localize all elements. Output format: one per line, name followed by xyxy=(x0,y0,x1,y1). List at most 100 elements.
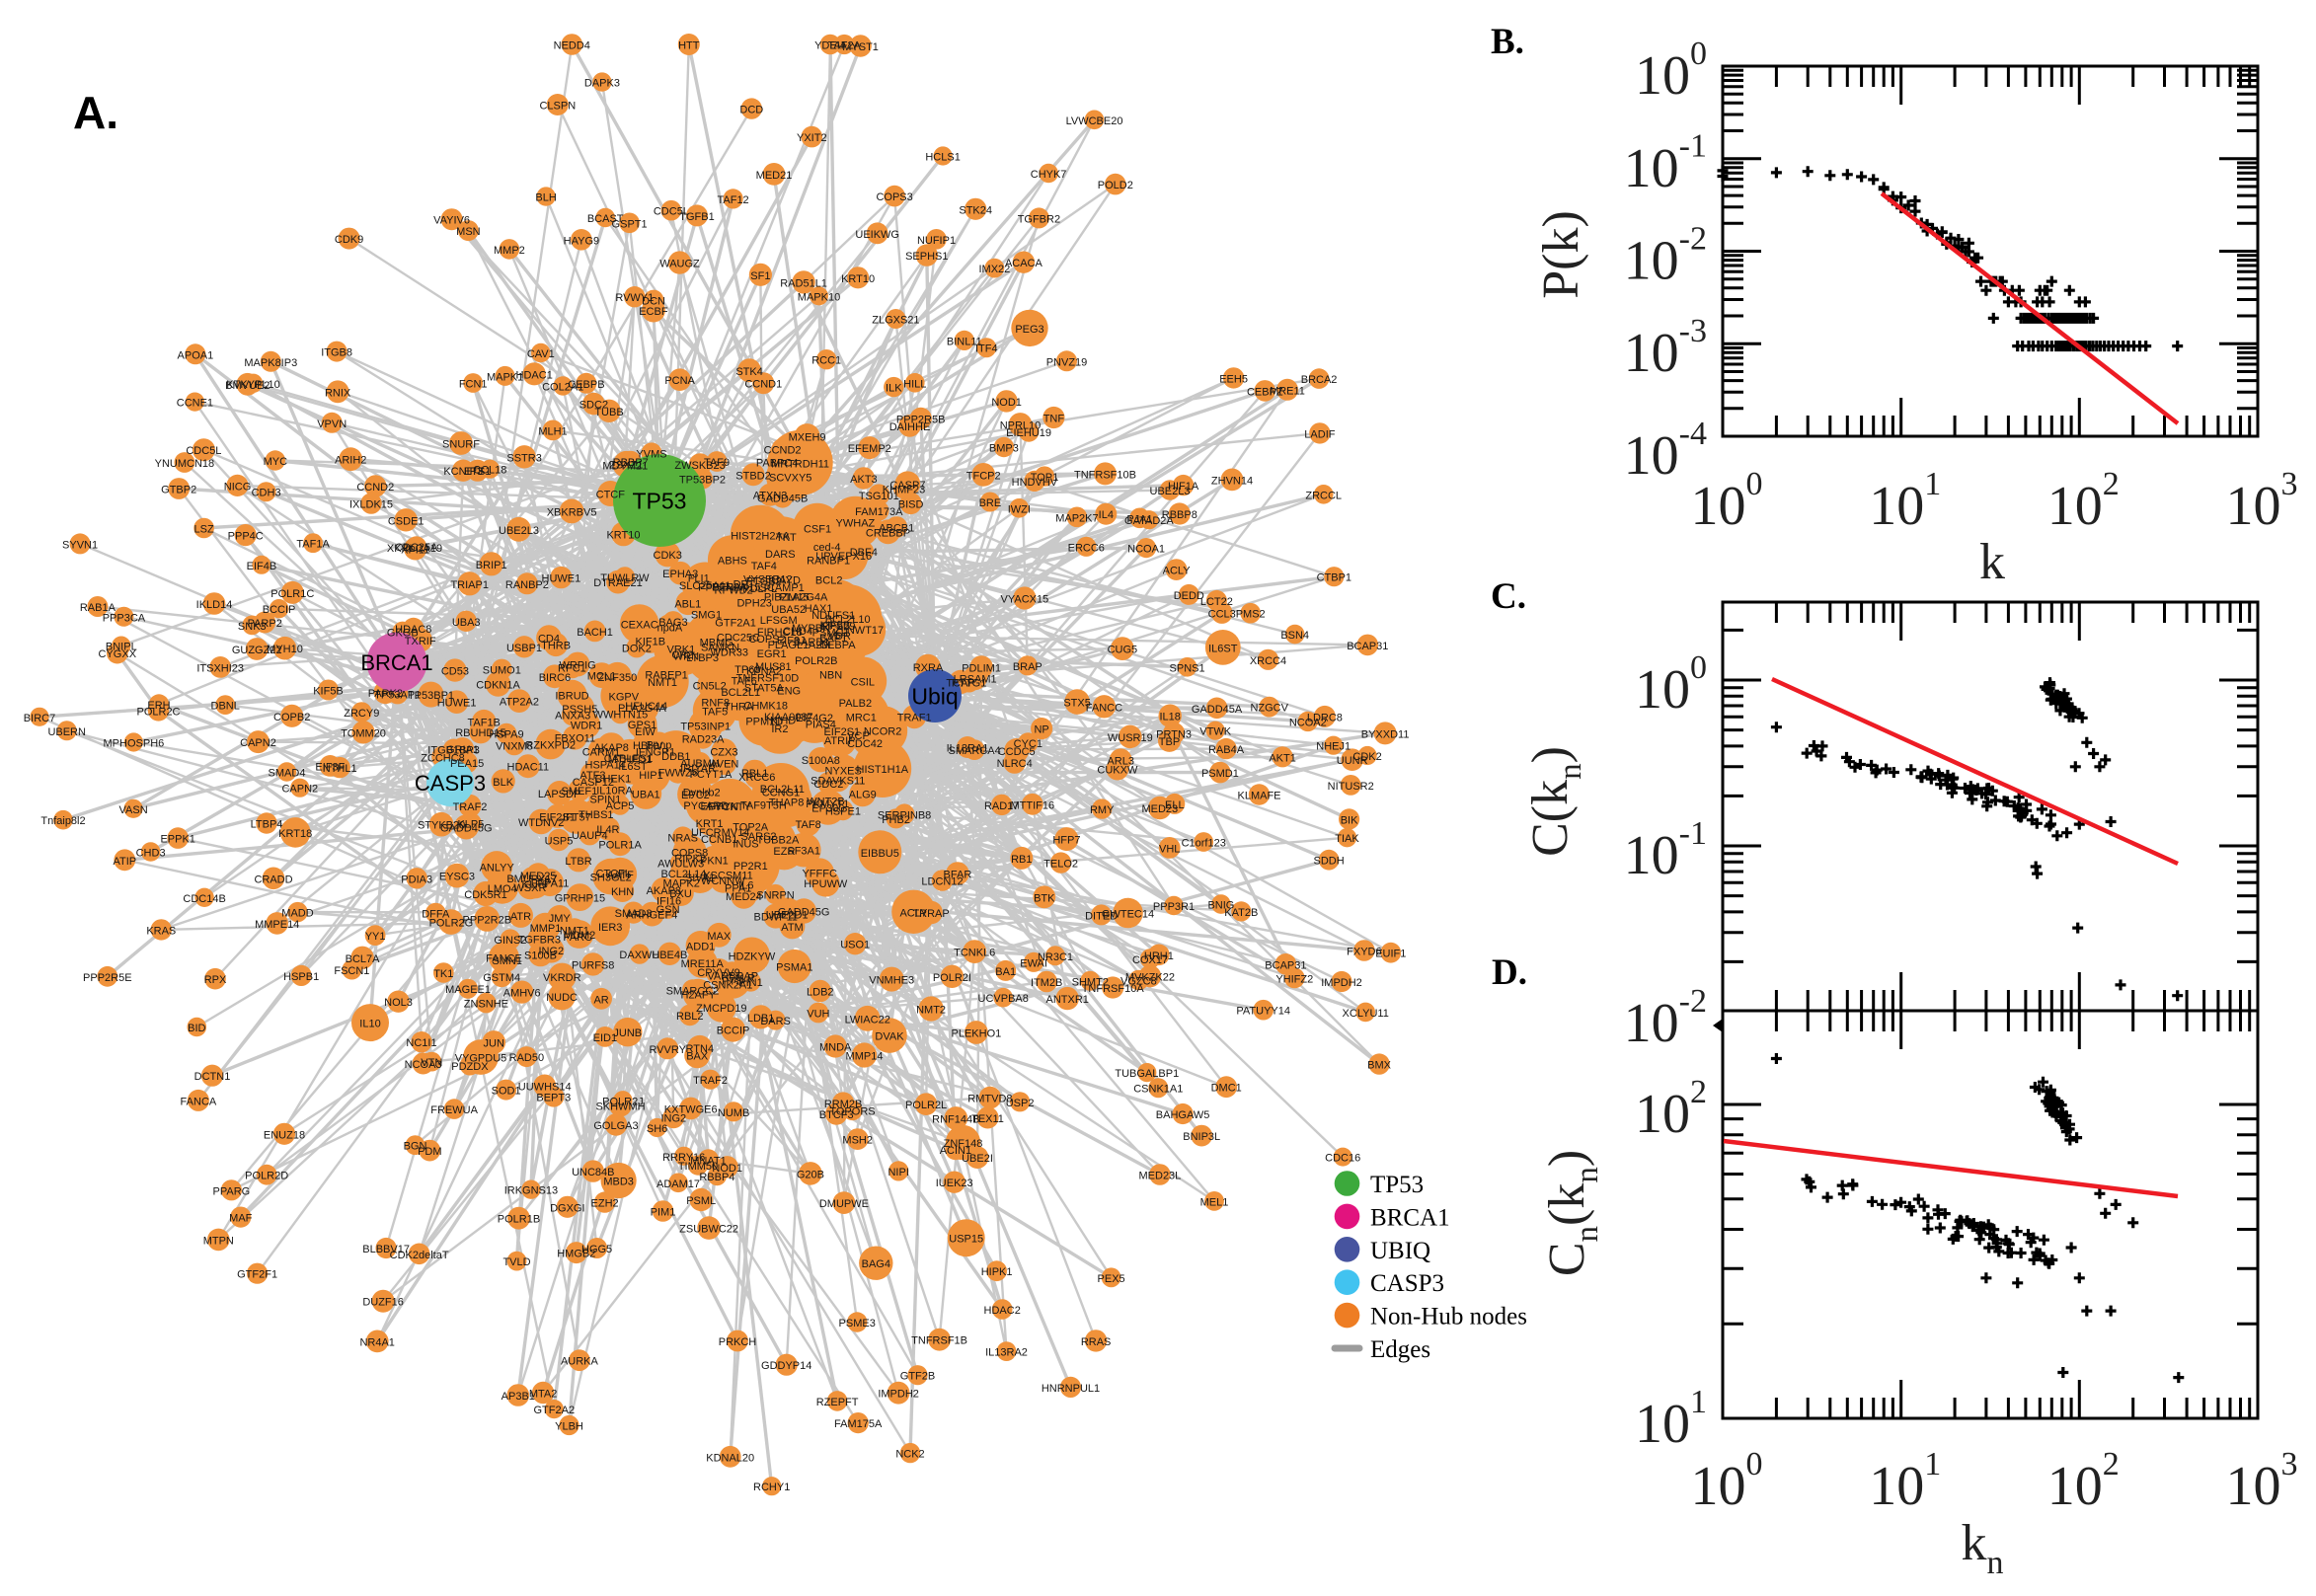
svg-text:WCNNW: WCNNW xyxy=(701,875,745,887)
svg-text:C1orf123: C1orf123 xyxy=(1182,838,1226,850)
svg-text:PPP2R2B: PPP2R2B xyxy=(463,914,512,926)
svg-text:MAPK1: MAPK1 xyxy=(487,371,523,383)
svg-text:GADD45G: GADD45G xyxy=(440,822,493,834)
svg-text:KRAS: KRAS xyxy=(146,925,176,937)
svg-text:SH3GL2: SH3GL2 xyxy=(590,873,632,884)
svg-text:FAM175A: FAM175A xyxy=(834,1418,883,1430)
svg-text:VAYIV6: VAYIV6 xyxy=(433,215,470,227)
svg-text:BISD: BISD xyxy=(898,499,924,511)
svg-text:IUAYD: IUAYD xyxy=(768,574,801,586)
svg-text:RFWD2: RFWD2 xyxy=(715,585,753,597)
svg-text:IFT57: IFT57 xyxy=(563,812,591,824)
svg-text:UPVEPX16: UPVEPX16 xyxy=(815,551,872,563)
svg-text:ENUZ18: ENUZ18 xyxy=(264,1129,305,1141)
svg-text:ITGB1BP3: ITGB1BP3 xyxy=(427,745,480,757)
svg-text:HIF1A: HIF1A xyxy=(1168,481,1199,493)
svg-text:MED23L: MED23L xyxy=(1139,1171,1182,1182)
svg-text:PP2R1: PP2R1 xyxy=(733,861,768,873)
svg-text:CCL3: CCL3 xyxy=(1208,609,1236,621)
svg-text:IRIYAR: IRIYAR xyxy=(680,763,716,775)
svg-text:k: k xyxy=(1979,534,2005,590)
svg-text:MYC: MYC xyxy=(264,456,288,468)
svg-text:LWIAC22: LWIAC22 xyxy=(845,1014,890,1026)
svg-text:UUWHS14: UUWHS14 xyxy=(518,1081,572,1093)
svg-text:SMAD3: SMAD3 xyxy=(615,908,653,920)
svg-text:ERCC6: ERCC6 xyxy=(1068,542,1105,554)
svg-text:IL13RA1: IL13RA1 xyxy=(947,743,989,755)
svg-text:TRAF1: TRAF1 xyxy=(897,713,932,724)
svg-text:CREBBP: CREBBP xyxy=(866,527,910,539)
svg-text:UBA3: UBA3 xyxy=(452,617,481,629)
svg-text:DBF4: DBF4 xyxy=(850,547,878,559)
svg-text:Cn(kn): Cn(kn) xyxy=(1539,1150,1605,1276)
svg-text:HFUC14: HFUC14 xyxy=(625,701,667,713)
svg-text:SERPINB8: SERPINB8 xyxy=(878,809,931,821)
svg-text:BA1: BA1 xyxy=(995,966,1016,978)
svg-text:HDAC8: HDAC8 xyxy=(395,624,431,636)
svg-text:CDC5L: CDC5L xyxy=(186,445,221,457)
svg-text:MEL1: MEL1 xyxy=(1200,1196,1229,1208)
svg-text:RAD51L1: RAD51L1 xyxy=(780,277,827,289)
svg-text:TUWLRW: TUWLRW xyxy=(600,572,650,584)
svg-text:EIF4B: EIF4B xyxy=(247,561,277,572)
svg-text:DGXGI: DGXGI xyxy=(550,1202,584,1214)
svg-text:CUKXW: CUKXW xyxy=(1097,765,1138,777)
svg-text:DPT: DPT xyxy=(733,579,755,591)
svg-text:BSN4: BSN4 xyxy=(1280,630,1309,642)
svg-text:LVWCBE20: LVWCBE20 xyxy=(1066,115,1123,127)
svg-text:ZNF350: ZNF350 xyxy=(598,672,638,684)
svg-text:SCAMP1: SCAMP1 xyxy=(760,582,805,594)
svg-text:RMTVD8: RMTVD8 xyxy=(967,1094,1012,1105)
svg-text:CLSPN: CLSPN xyxy=(539,101,576,113)
svg-text:VPVN: VPVN xyxy=(317,418,347,430)
svg-text:PDM: PDM xyxy=(418,1146,441,1158)
svg-text:TP53: TP53 xyxy=(633,488,687,513)
svg-text:MDM2: MDM2 xyxy=(564,930,595,942)
svg-text:TRIAP1: TRIAP1 xyxy=(450,579,489,591)
svg-text:THRA: THRA xyxy=(724,702,754,714)
svg-text:Banp: Banp xyxy=(647,740,672,752)
svg-text:SDAVKS11: SDAVKS11 xyxy=(811,775,865,787)
svg-text:BIK: BIK xyxy=(1341,814,1358,826)
svg-text:VASN: VASN xyxy=(119,804,148,816)
svg-text:10-4: 10-4 xyxy=(1624,416,1707,487)
svg-text:MTPN: MTPN xyxy=(203,1235,234,1247)
svg-text:HTT: HTT xyxy=(678,40,700,52)
svg-text:CDK5R1: CDK5R1 xyxy=(464,889,506,901)
svg-text:ACACA: ACACA xyxy=(1005,258,1043,269)
svg-text:XBKRBV5: XBKRBV5 xyxy=(547,506,597,518)
svg-text:ATM: ATM xyxy=(781,922,803,934)
svg-text:UBIQ: UBIQ xyxy=(1370,1238,1430,1264)
svg-text:KIF1B: KIF1B xyxy=(636,637,666,648)
svg-text:CARM1: CARM1 xyxy=(582,747,621,759)
svg-text:COPS2: COPS2 xyxy=(748,634,785,646)
svg-text:ZHVN14: ZHVN14 xyxy=(1211,475,1253,487)
svg-text:HNDVHV: HNDVHV xyxy=(1012,477,1058,489)
svg-text:PPP4C: PPP4C xyxy=(228,531,264,543)
svg-text:CHD4: CHD4 xyxy=(783,626,812,638)
svg-text:ING2: ING2 xyxy=(660,1113,686,1125)
svg-text:AKT3: AKT3 xyxy=(850,474,878,486)
svg-text:HUWE1: HUWE1 xyxy=(437,698,477,710)
svg-text:TNFRSF10A: TNFRSF10A xyxy=(1082,983,1145,995)
svg-text:CDC5L: CDC5L xyxy=(654,206,689,218)
svg-text:PSMA1: PSMA1 xyxy=(776,962,812,974)
svg-text:CYGXX: CYGXX xyxy=(99,648,137,660)
svg-text:DMUPWE: DMUPWE xyxy=(819,1198,869,1210)
svg-text:WRPIG: WRPIG xyxy=(559,660,595,672)
svg-text:MPHOSPH6: MPHOSPH6 xyxy=(104,738,165,750)
svg-text:NCOR2: NCOR2 xyxy=(864,726,902,738)
svg-text:PIBZM15: PIBZM15 xyxy=(764,592,810,604)
svg-text:KLP5: KLP5 xyxy=(457,819,484,831)
svg-text:MED21: MED21 xyxy=(756,170,793,182)
svg-text:SIVA1: SIVA1 xyxy=(685,873,715,884)
svg-text:ZMCPD19: ZMCPD19 xyxy=(696,1003,746,1015)
svg-text:DEDD: DEDD xyxy=(1174,590,1204,602)
svg-text:FANCC: FANCC xyxy=(1086,702,1122,714)
svg-text:GWTEC14: GWTEC14 xyxy=(1102,909,1154,921)
svg-text:IL4R: IL4R xyxy=(596,824,619,836)
svg-text:TOPORS: TOPORS xyxy=(829,1105,875,1117)
svg-text:IMPDH2: IMPDH2 xyxy=(878,1389,919,1401)
svg-text:BRE: BRE xyxy=(979,497,1002,509)
svg-text:YHIFZ2: YHIFZ2 xyxy=(1275,973,1313,985)
